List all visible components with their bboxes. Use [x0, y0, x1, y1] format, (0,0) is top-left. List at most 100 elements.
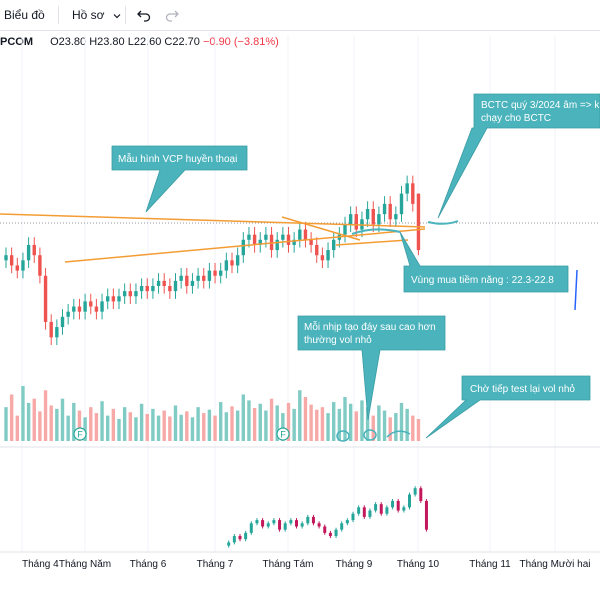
callout-wait-test-text: Chờ tiếp test lại vol nhỏ [470, 383, 575, 395]
x-tick-label: Tháng 10 [397, 559, 440, 570]
vcp-upper-trendline[interactable] [0, 213, 426, 228]
highlight-stroke [427, 220, 459, 225]
callout-bctc-line2: chạy cho BCTC [481, 113, 551, 124]
undo-icon[interactable] [136, 7, 152, 23]
candle [100, 293, 104, 320]
vcp-inner-trendline[interactable] [335, 239, 409, 246]
indicator-candle [396, 498, 400, 513]
candle [162, 273, 166, 294]
volume-bar [196, 407, 200, 441]
candle [106, 288, 110, 310]
volume-bar [145, 413, 149, 441]
indicator-candle [328, 530, 332, 539]
chart-menu-button[interactable]: Biểu đồ [4, 0, 45, 30]
volume-bar [38, 411, 42, 441]
volume-bar [202, 413, 206, 441]
indicator-candle [340, 521, 344, 532]
x-tick-label: Tháng 7 [197, 559, 234, 570]
volume-bar [134, 417, 138, 441]
indicator-candle [255, 518, 259, 526]
candle [190, 273, 195, 294]
svg-text:F: F [280, 430, 286, 440]
candle [371, 201, 375, 233]
candle [43, 268, 48, 330]
dividend-marker[interactable]: F [73, 427, 87, 441]
symbol-name[interactable]: PCOM [0, 36, 33, 48]
candle [388, 196, 392, 227]
candle [399, 185, 404, 222]
volume-bar [122, 407, 127, 441]
volume-bar [213, 415, 217, 441]
candle [230, 252, 234, 274]
volume-bar [332, 402, 336, 441]
callout-each-step[interactable]: Mỗi nhịp tạo đáy sau cao hơn thường vol … [297, 315, 446, 421]
indicator-candle [385, 505, 389, 516]
candle [309, 232, 313, 253]
candle [326, 242, 330, 269]
indicator-candle [374, 502, 378, 513]
vcp-inner-trendline[interactable] [281, 216, 361, 241]
highlight-stroke [351, 228, 401, 235]
volume-bar [337, 408, 342, 441]
volume-bar [360, 400, 364, 441]
volume-bar [292, 408, 296, 441]
candle [139, 278, 144, 299]
indicator-candle [306, 514, 310, 526]
volume-bar [66, 415, 70, 441]
volume-bar [100, 401, 104, 441]
candle [173, 273, 178, 299]
vcp-lower-trendline[interactable] [64, 228, 426, 263]
candle [320, 247, 325, 269]
dividend-marker[interactable]: F [276, 427, 290, 441]
profile-menu-label: Hồ sơ [72, 8, 105, 22]
x-tick-label: Tháng 9 [336, 559, 373, 570]
indicator-candle [362, 505, 366, 519]
candle [405, 175, 409, 202]
volume-bar [343, 397, 347, 441]
volume-bar [21, 386, 25, 441]
callout-bctc[interactable]: BCTC quý 3/2024 âm => ki chạy cho BCTC [437, 93, 600, 219]
volume-bar [388, 417, 392, 441]
volume-bar [219, 402, 223, 441]
indicator-candle [261, 518, 265, 529]
candle [83, 293, 87, 320]
redo-icon[interactable] [164, 7, 180, 23]
candle [281, 226, 285, 248]
candle [382, 196, 387, 222]
indicator-candle [295, 518, 298, 529]
candle [365, 201, 370, 227]
volume-bar [377, 405, 381, 441]
indicator-candle [323, 524, 327, 535]
candle [26, 237, 31, 269]
callout-vcp[interactable]: Mẫu hình VCP huyền thoại [111, 145, 248, 213]
candle [49, 314, 53, 346]
indicator-candle [266, 521, 270, 529]
volume-bar [9, 394, 14, 441]
indicator-candle [272, 518, 276, 526]
candle [411, 175, 415, 212]
callout-wait-test[interactable]: Chờ tiếp test lại vol nhỏ [425, 375, 591, 439]
indicator-candle [345, 518, 349, 526]
x-tick-label: Tháng Mười hai [519, 559, 590, 570]
indicator-candle [244, 530, 248, 542]
indicator-candle [408, 492, 411, 510]
candle [241, 232, 245, 263]
volume-bar [315, 409, 319, 441]
indicator-candle [283, 521, 287, 532]
volume-bar [224, 412, 229, 441]
candle [38, 247, 42, 284]
volume-bar [399, 402, 404, 441]
volume-bar [309, 404, 313, 441]
candle [292, 232, 296, 253]
profile-menu-button[interactable]: Hồ sơ [72, 0, 122, 30]
x-axis: Tháng 4 Tháng Năm Tháng 6 Tháng 7 Tháng Tám T… [22, 559, 591, 570]
x-tick-label: Tháng Tám [263, 559, 314, 570]
candle [77, 298, 82, 320]
candle [298, 221, 302, 248]
volume-bar [151, 408, 155, 441]
volume-bar [252, 408, 257, 441]
callout-buy-zone[interactable]: Vùng mua tiềm năng : 22.3-22.8 [399, 231, 569, 293]
candle [252, 226, 257, 253]
indicator-candle [368, 508, 372, 519]
